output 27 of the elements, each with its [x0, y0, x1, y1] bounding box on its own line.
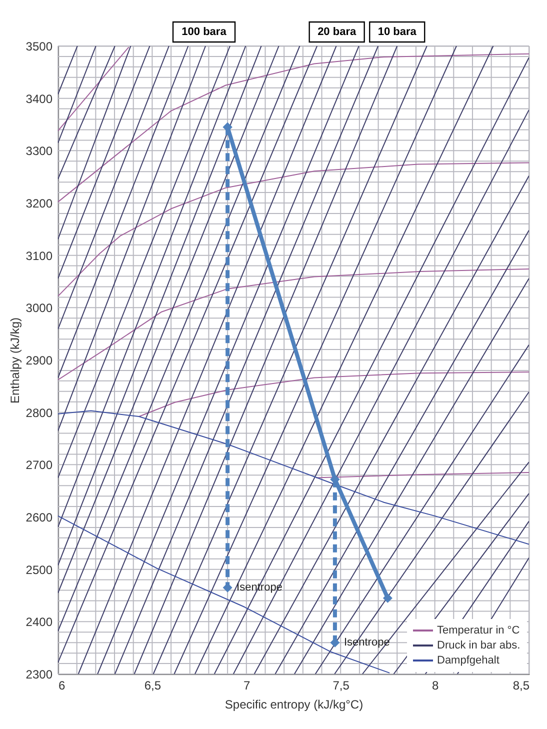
legend-label: Dampfgehalt [437, 654, 500, 666]
y-tick-label: 3500 [26, 40, 53, 54]
x-tick-label: 8 [432, 678, 439, 692]
y-tick-label: 2500 [26, 562, 53, 577]
annotation: 10 bara [378, 26, 418, 38]
y-tick-label: 3000 [26, 301, 53, 316]
x-tick-label: 7 [244, 678, 251, 692]
y-tick-label: 3300 [26, 144, 53, 158]
y-tick-label: 2800 [26, 406, 53, 420]
x-tick-label: 6 [58, 678, 66, 692]
legend-label: Temperatur in °C [437, 624, 520, 636]
annotation: 20 bara [318, 26, 357, 38]
y-tick-label: 3100 [26, 248, 53, 263]
x-tick-label: 7,5 [332, 678, 350, 692]
x-tick-label: 8,5 [512, 678, 530, 692]
y-axis-title: Enthalpy (kJ/kg) [8, 317, 22, 404]
x-axis-title: Specific entropy (kJ/kg°C) [224, 698, 364, 712]
y-tick-label: 2400 [26, 615, 53, 630]
y-tick-label: 2700 [26, 458, 53, 472]
y-tick-label: 3200 [26, 196, 53, 210]
legend-label: Druck in bar abs. [437, 640, 520, 652]
y-tick-label: 2900 [26, 354, 53, 368]
annotation: 100 bara [182, 26, 228, 38]
x-tick-label: 6,5 [144, 678, 162, 692]
y-tick-label: 2600 [26, 510, 53, 524]
y-tick-label: 3400 [26, 92, 53, 106]
y-tick-label: 2300 [26, 668, 53, 682]
